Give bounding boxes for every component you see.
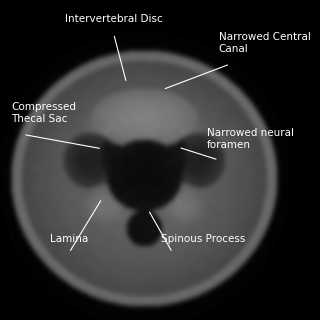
Text: Narrowed Central
Canal: Narrowed Central Canal — [219, 32, 310, 54]
Text: Spinous Process: Spinous Process — [161, 234, 245, 244]
Text: Lamina: Lamina — [50, 234, 88, 244]
Text: Narrowed neural
foramen: Narrowed neural foramen — [207, 128, 294, 150]
Text: Compressed
Thecal Sac: Compressed Thecal Sac — [12, 102, 76, 124]
Text: Intervertebral Disc: Intervertebral Disc — [65, 14, 163, 24]
